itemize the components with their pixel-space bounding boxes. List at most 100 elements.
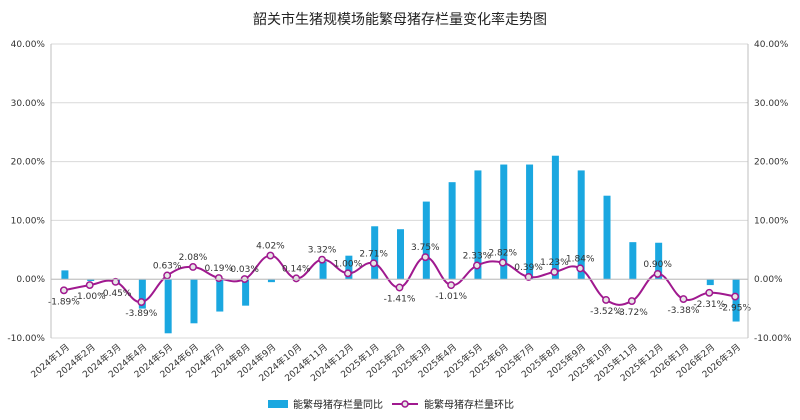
data-label: 0.39%: [514, 263, 543, 273]
y-left-tick-label: -10.00%: [7, 334, 45, 344]
line-point: [343, 269, 352, 278]
line-point: [163, 271, 172, 280]
line-point: [214, 274, 223, 283]
line-point: [111, 277, 120, 286]
bar: [138, 279, 146, 309]
data-label: 3.75%: [411, 243, 440, 253]
data-label: 4.02%: [256, 242, 285, 252]
line-point: [627, 297, 636, 306]
line-point: [705, 288, 714, 297]
data-label: 2.33%: [463, 251, 492, 261]
data-label: -1.41%: [384, 294, 416, 304]
bar: [655, 242, 663, 280]
bar: [371, 226, 379, 280]
data-label: 0.63%: [153, 261, 182, 271]
legend-label: 能繁母猪存栏量环比: [424, 398, 514, 411]
data-label: 0.14%: [282, 264, 311, 274]
data-label: -3.38%: [668, 306, 700, 316]
data-label: 0.03%: [230, 265, 259, 275]
data-label: 3.32%: [308, 246, 337, 256]
data-label: 1.00%: [334, 259, 363, 269]
line-point: [369, 259, 378, 268]
data-label: 1.23%: [540, 258, 569, 268]
line-point: [679, 295, 688, 304]
legend-marker: [401, 400, 409, 408]
data-label: -1.00%: [74, 292, 106, 302]
data-label: -3.89%: [125, 309, 157, 319]
line-point: [576, 264, 585, 273]
data-label: 0.90%: [643, 260, 672, 270]
line-point: [59, 286, 68, 295]
bar: [87, 279, 95, 281]
line-point: [524, 272, 533, 281]
legend-label: 能繁母猪存栏量同比: [293, 398, 383, 411]
bar: [216, 279, 224, 312]
bar: [706, 279, 714, 286]
line-point: [731, 292, 740, 301]
y-right-tick-label: 40.00%: [754, 40, 789, 50]
line-point: [292, 274, 301, 283]
y-right-tick-label: 0.00%: [754, 275, 783, 285]
bar: [164, 279, 172, 334]
bar: [345, 255, 353, 280]
data-label: -1.01%: [435, 292, 467, 302]
bar: [603, 195, 611, 280]
bar: [551, 155, 559, 280]
line-point: [85, 281, 94, 290]
line-point: [421, 253, 430, 262]
line-point: [447, 281, 456, 290]
legend: 能繁母猪存栏量同比 能繁母猪存栏量环比: [268, 398, 514, 411]
y-right-tick-label: -10.00%: [754, 334, 792, 344]
bar-series: [61, 155, 740, 334]
bar: [61, 270, 69, 280]
line-point: [602, 295, 610, 304]
data-label: 0.19%: [204, 264, 233, 274]
bar: [267, 279, 275, 283]
line-point: [137, 298, 146, 307]
y-left-tick-label: 10.00%: [11, 216, 46, 226]
line-point: [653, 269, 662, 278]
data-label: 2.08%: [179, 253, 208, 263]
bar: [422, 201, 430, 280]
y-right-tick-label: 30.00%: [754, 99, 789, 109]
bar: [319, 261, 327, 280]
bar: [526, 164, 534, 280]
y-left-tick-label: 40.00%: [11, 40, 46, 50]
line-point: [395, 283, 404, 292]
data-label: -0.45%: [100, 289, 132, 299]
axes: -10.00% -10.00% 0.00% 0.00% 10.00% 10.00% 20.0…: [7, 40, 792, 384]
y-left-tick-label: 0.00%: [16, 275, 45, 285]
chart-title: 韶关市生猪规模场能繁母猪存栏量变化率走势图: [253, 11, 547, 28]
data-label: -2.31%: [693, 300, 725, 310]
line-point: [318, 255, 327, 264]
line-point: [472, 261, 481, 270]
bar: [629, 242, 637, 280]
y-right-tick-label: 10.00%: [754, 216, 789, 226]
y-left-tick-label: 30.00%: [11, 99, 46, 109]
bar: [732, 279, 740, 322]
line-series: -1.89%-1.00%-0.45%-3.89%0.63%2.08%0.19%0…: [48, 242, 751, 320]
data-label: 1.84%: [566, 254, 595, 264]
bar: [242, 279, 250, 306]
bar: [500, 164, 508, 280]
data-label: -3.72%: [616, 308, 648, 318]
y-right-tick-label: 20.00%: [754, 158, 789, 168]
bar: [190, 279, 198, 324]
data-label: -3.52%: [590, 307, 622, 317]
data-label: -2.95%: [719, 304, 751, 314]
bar: [474, 170, 482, 280]
bar: [397, 229, 404, 280]
data-label: 2.82%: [488, 249, 517, 259]
line-point: [498, 258, 507, 267]
data-label: -1.89%: [48, 297, 80, 307]
line-point: [550, 268, 559, 276]
legend-swatch-bar: [268, 400, 288, 408]
bar: [448, 182, 456, 280]
line-point: [189, 263, 197, 271]
y-left-tick-label: 20.00%: [11, 158, 46, 168]
bar: [577, 170, 585, 280]
line-point: [266, 251, 275, 260]
data-label: 2.71%: [359, 249, 388, 259]
